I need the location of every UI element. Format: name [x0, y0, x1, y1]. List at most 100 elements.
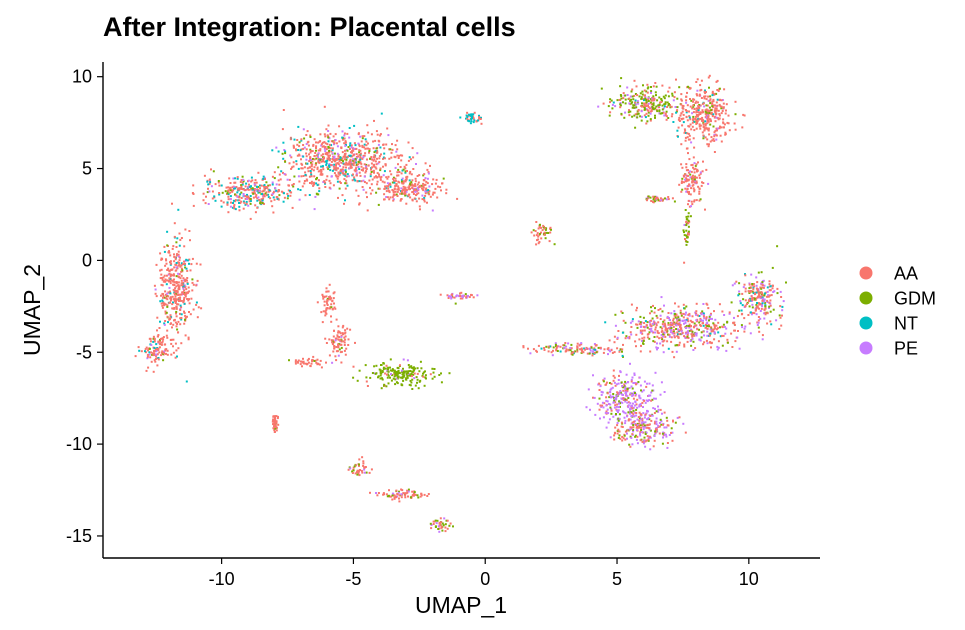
data-point-gdm — [391, 369, 394, 372]
data-point-gdm — [651, 105, 654, 108]
data-point-aa — [691, 125, 694, 128]
data-point-aa — [320, 168, 323, 171]
data-point-aa — [764, 307, 767, 310]
data-point-aa — [264, 178, 266, 180]
data-point-aa — [195, 303, 198, 306]
data-point-nt — [559, 350, 562, 353]
data-point-gdm — [356, 379, 359, 382]
data-point-gdm — [682, 229, 685, 232]
data-point-aa — [231, 190, 234, 193]
data-point-gdm — [438, 374, 441, 376]
data-point-nt — [325, 160, 327, 163]
data-point-aa — [265, 194, 268, 197]
data-point-pe — [717, 346, 720, 349]
data-point-gdm — [612, 393, 615, 395]
data-point-aa — [707, 116, 710, 119]
data-point-aa — [363, 163, 366, 166]
data-point-aa — [646, 199, 648, 202]
data-point-gdm — [640, 97, 643, 100]
data-point-pe — [390, 373, 392, 376]
data-point-aa — [351, 179, 354, 182]
data-point-aa — [369, 173, 372, 176]
data-point-gdm — [706, 325, 709, 327]
data-point-pe — [639, 331, 642, 334]
data-point-aa — [317, 159, 320, 162]
data-point-aa — [398, 181, 401, 184]
data-point-pe — [382, 174, 385, 177]
data-point-aa — [225, 186, 228, 189]
data-point-gdm — [400, 192, 403, 195]
data-point-aa — [716, 327, 719, 330]
data-point-pe — [642, 421, 645, 424]
data-point-gdm — [663, 97, 666, 100]
data-point-nt — [229, 195, 232, 198]
data-point-aa — [166, 315, 169, 318]
data-point-aa — [168, 250, 170, 253]
data-point-aa — [296, 360, 299, 363]
data-point-pe — [400, 493, 403, 496]
data-point-aa — [629, 426, 632, 429]
data-point-aa — [362, 167, 365, 170]
data-point-aa — [303, 182, 306, 185]
data-point-aa — [263, 195, 266, 198]
data-point-aa — [619, 106, 622, 109]
data-point-nt — [353, 124, 356, 127]
data-point-aa — [317, 141, 320, 144]
data-point-aa — [747, 290, 750, 293]
data-point-aa — [318, 363, 321, 366]
data-point-pe — [723, 325, 726, 328]
data-point-gdm — [391, 374, 394, 377]
data-point-aa — [689, 193, 692, 196]
data-point-aa — [781, 314, 783, 317]
data-point-gdm — [692, 333, 695, 336]
data-point-pe — [362, 156, 365, 159]
data-point-nt — [672, 121, 675, 123]
data-point-aa — [323, 300, 326, 303]
data-point-aa — [708, 109, 711, 112]
data-point-aa — [274, 424, 277, 427]
data-point-pe — [623, 416, 626, 419]
data-point-aa — [397, 187, 400, 190]
data-point-aa — [459, 295, 462, 297]
data-point-nt — [152, 340, 155, 343]
data-point-aa — [721, 110, 724, 112]
data-point-aa — [552, 349, 554, 352]
data-point-aa — [543, 233, 546, 236]
data-point-aa — [701, 109, 704, 112]
data-point-aa — [695, 312, 698, 315]
data-point-aa — [160, 354, 163, 357]
data-point-aa — [275, 426, 278, 429]
data-point-gdm — [631, 387, 634, 390]
data-point-gdm — [655, 314, 658, 317]
data-point-aa — [343, 341, 346, 344]
data-point-aa — [616, 432, 619, 435]
data-point-aa — [166, 279, 169, 282]
data-point-aa — [425, 180, 428, 183]
data-point-aa — [305, 134, 308, 136]
data-point-aa — [436, 196, 439, 199]
data-point-aa — [698, 93, 701, 96]
data-point-pe — [599, 417, 601, 420]
data-point-pe — [375, 492, 377, 494]
data-point-aa — [240, 200, 243, 203]
data-point-aa — [438, 522, 441, 525]
data-point-aa — [343, 163, 346, 166]
data-point-aa — [698, 192, 701, 195]
data-point-aa — [176, 323, 179, 325]
data-point-aa — [635, 323, 638, 326]
data-point-pe — [665, 426, 668, 429]
data-point-gdm — [670, 327, 673, 330]
data-point-nt — [241, 183, 244, 186]
data-point-aa — [214, 183, 217, 186]
data-point-aa — [599, 404, 602, 407]
data-point-aa — [324, 310, 327, 313]
data-point-pe — [352, 158, 355, 161]
data-point-aa — [440, 189, 442, 192]
data-point-pe — [320, 144, 323, 147]
data-point-aa — [416, 372, 419, 375]
data-point-aa — [366, 385, 369, 387]
data-point-aa — [336, 177, 339, 180]
data-point-pe — [600, 405, 603, 408]
data-point-aa — [680, 98, 683, 101]
data-point-aa — [683, 345, 686, 348]
